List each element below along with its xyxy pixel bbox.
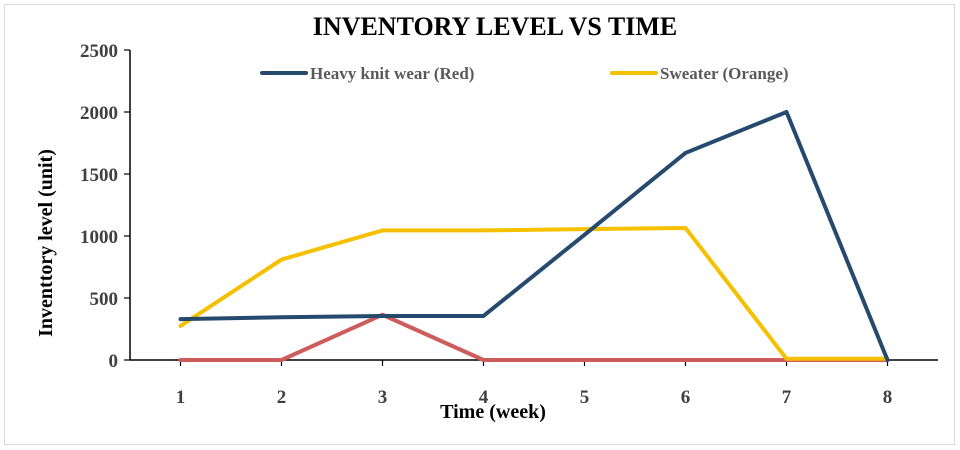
x-axis-label: Time (week) bbox=[440, 401, 546, 423]
x-tick-label: 8 bbox=[883, 387, 893, 408]
series-line-1 bbox=[178, 110, 890, 362]
x-tick-label: 4 bbox=[479, 387, 489, 408]
y-axis: 0 500 1000 1500 2000 2500 bbox=[80, 41, 131, 372]
legend: Heavy knit wear (Red) Sweater (Orange) bbox=[260, 64, 789, 83]
x-tick-label: 1 bbox=[176, 387, 186, 408]
x-tick-label: 7 bbox=[782, 387, 792, 408]
x-tick-label: 2 bbox=[277, 387, 287, 408]
y-tick-label: 1500 bbox=[80, 165, 118, 186]
x-tick-label: 3 bbox=[378, 387, 388, 408]
legend-label: Heavy knit wear (Red) bbox=[310, 64, 474, 83]
y-tick-label: 2500 bbox=[80, 41, 118, 62]
x-tick-label: 6 bbox=[681, 387, 691, 408]
y-tick-label: 2000 bbox=[80, 103, 118, 124]
series-line-3 bbox=[178, 312, 890, 362]
y-tick-label: 0 bbox=[109, 351, 119, 372]
chart-title: INVENTORY LEVEL VS TIME bbox=[313, 12, 677, 41]
series-line-2 bbox=[178, 225, 890, 361]
chart-frame bbox=[4, 4, 955, 445]
legend-label: Sweater (Orange) bbox=[660, 64, 789, 83]
series-layer bbox=[178, 110, 890, 362]
y-axis-label: Inventtory level (unit) bbox=[35, 149, 57, 337]
x-tick-label: 5 bbox=[580, 387, 590, 408]
y-tick-label: 1000 bbox=[80, 227, 118, 248]
y-tick-label: 500 bbox=[90, 289, 119, 310]
